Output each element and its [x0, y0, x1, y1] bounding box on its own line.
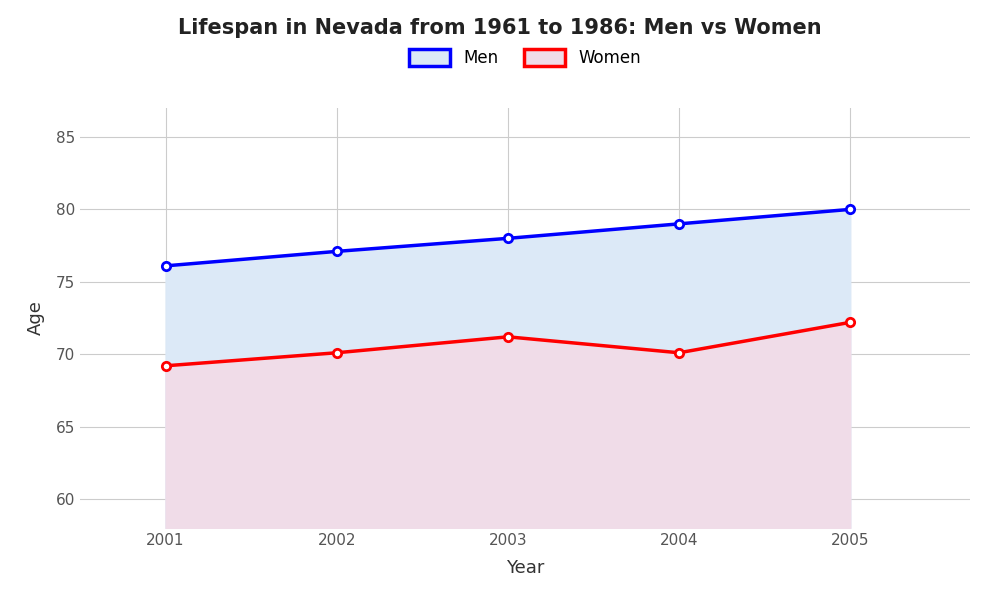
Legend: Men, Women: Men, Women	[400, 41, 650, 76]
Text: Lifespan in Nevada from 1961 to 1986: Men vs Women: Lifespan in Nevada from 1961 to 1986: Me…	[178, 18, 822, 38]
Y-axis label: Age: Age	[27, 301, 45, 335]
X-axis label: Year: Year	[506, 559, 544, 577]
